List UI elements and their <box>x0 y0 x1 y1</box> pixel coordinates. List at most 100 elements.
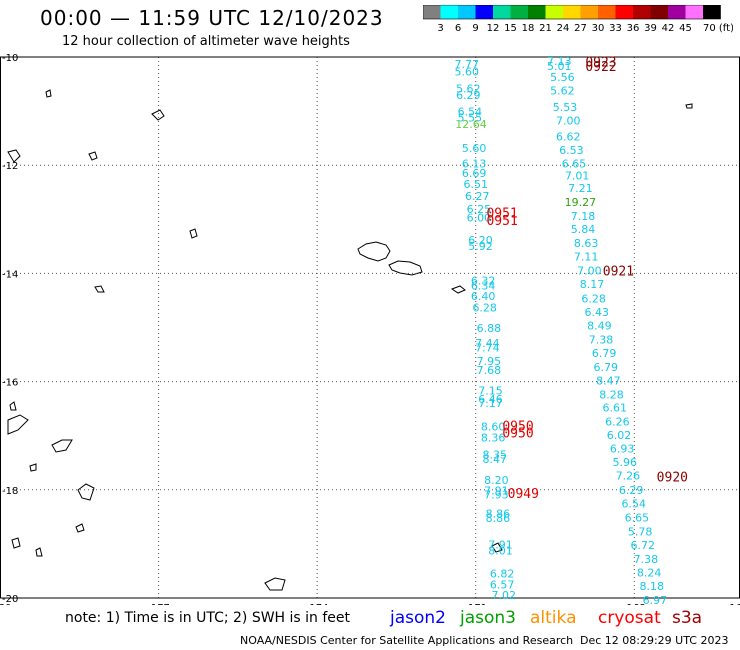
legend-satellite-altika: altika <box>530 608 577 628</box>
track-right-swh-label: 7.21 <box>568 182 593 195</box>
track-right-swh-label: 7.13 <box>547 55 572 68</box>
island-outline <box>491 542 503 553</box>
pass-time-label: 0921 <box>603 265 634 280</box>
track-right-swh-label: 6.62 <box>556 131 581 144</box>
wave-height-map: -180 -177 -174 -171 -168 -16 -10 -12 -14 -16 -18 -2… <box>0 53 740 605</box>
colorbar-tick-label: 15 <box>504 23 517 34</box>
island-outline <box>77 483 95 501</box>
colorbar-tick-label: 33 <box>609 23 622 34</box>
track-right-swh-label: 7.11 <box>574 251 599 264</box>
pass-time-label: 0920 <box>657 470 688 485</box>
track-right-swh-label: 6.79 <box>592 347 617 360</box>
track-right-swh-label: 8.63 <box>574 237 599 250</box>
track-left-swh-label: 5.92 <box>468 240 493 253</box>
track-left-swh-label: 5.60 <box>462 142 487 155</box>
track-left-swh-label: 6.51 <box>463 178 488 191</box>
latitude-tick-label: -18 <box>2 486 18 497</box>
land-outlines <box>7 89 693 591</box>
colorbar-swatch <box>563 5 581 19</box>
map-title: 00:00 — 11:59 UTC 12/10/2023 <box>40 6 384 30</box>
colorbar-swatch <box>650 5 668 19</box>
track-right-swh-label: 5.84 <box>571 223 596 236</box>
colorbar-swatch <box>580 5 598 19</box>
colorbar-swatch <box>440 5 458 19</box>
island-outline <box>45 89 52 98</box>
track-left-swh-label: 7.77 <box>454 58 479 71</box>
track-right-swh-label: 5.62 <box>550 85 575 98</box>
track-right-swh-label: 6.54 <box>622 497 647 510</box>
track-left-swh-label: 6.13 <box>462 158 487 171</box>
colorbar-swatch <box>510 5 528 19</box>
altimeter-tracks: 7.775.605.626.296.545.5512.645.606.136.6… <box>454 55 667 605</box>
colorbar-tick-label: 18 <box>522 23 535 34</box>
track-left-swh-label: 7.15 <box>478 384 503 397</box>
island-outline <box>94 285 105 293</box>
island-outline <box>151 109 165 121</box>
track-left-swh-label: 5.62 <box>456 82 481 95</box>
island-outline <box>189 228 198 239</box>
island-outline <box>29 463 37 472</box>
island-outline <box>75 523 85 533</box>
latitude-tick-label: -20 <box>2 594 18 605</box>
track-right-swh-label: 7.01 <box>565 169 590 182</box>
colorbar-tick-label: 12 <box>487 23 500 34</box>
track-left-swh-label: 7.68 <box>477 364 502 377</box>
track-right-swh-label: 7.00 <box>556 114 581 127</box>
track-right-swh-label: 7.38 <box>589 333 614 346</box>
track-right-swh-label: 6.65 <box>562 158 587 171</box>
track-right-swh-label: 6.43 <box>585 306 610 319</box>
pass-time-label: 0922 <box>585 60 616 75</box>
pass-time-label: 0949 <box>508 487 539 502</box>
track-left-swh-label: 8.86 <box>486 512 511 525</box>
track-right-swh-label: 5.01 <box>547 60 572 73</box>
track-right-swh-label: 8.47 <box>596 375 621 388</box>
colorbar-swatch <box>493 5 511 19</box>
colorbar-tick-label: 30 <box>592 23 605 34</box>
legend-satellite-jason2: jason2 <box>390 608 446 628</box>
longitude-tick-label: -16 <box>726 603 740 605</box>
track-right-swh-label: 6.29 <box>619 484 644 497</box>
colorbar-tick-label: 45 <box>679 23 692 34</box>
longitude-tick-label: -180 <box>0 603 11 605</box>
latitude-tick-label: -10 <box>2 53 18 64</box>
track-right-swh-label: 6.26 <box>605 416 630 429</box>
legend-satellite-jason3: jason3 <box>460 608 516 628</box>
data-source: NOAA/NESDIS Center for Satellite Applica… <box>240 634 574 647</box>
legend-satellite-s3a: s3a <box>672 608 703 628</box>
colorbar-swatch <box>598 5 616 19</box>
colorbar-swatch <box>615 5 633 19</box>
track-left-swh-label: 6.34 <box>471 279 496 292</box>
longitude-tick-label: -177 <box>147 603 170 605</box>
colorbar-tick-label: 36 <box>627 23 640 34</box>
units-note: note: 1) Time is in UTC; 2) SWH is in fe… <box>65 610 351 626</box>
track-left-swh-label: 5.60 <box>454 66 479 79</box>
track-left-swh-label: 8.47 <box>482 453 507 466</box>
track-right-swh-label: 5.53 <box>553 101 578 114</box>
island-outline <box>7 149 21 163</box>
track-left-swh-label: 6.20 <box>468 234 493 247</box>
latitude-tick-label: -16 <box>2 378 18 389</box>
island-outline <box>51 439 73 453</box>
legend-satellite-cryosat: cryosat <box>598 608 661 628</box>
track-right-swh-label: 6.28 <box>581 292 606 305</box>
track-right-swh-label: 7.18 <box>571 210 596 223</box>
track-right-swh-label: 7.38 <box>634 553 659 566</box>
track-left-swh-label: 6.46 <box>478 393 503 406</box>
colorbar-swatch <box>668 5 686 19</box>
colorbar-swatch <box>703 5 721 19</box>
colorbar-tick-label: 24 <box>557 23 570 34</box>
track-left-swh-label: 8.86 <box>486 508 511 521</box>
track-right-swh-label: 5.96 <box>613 456 638 469</box>
track-left-swh-label: 6.69 <box>462 167 487 180</box>
pass-time-label: 0951 <box>486 206 517 221</box>
colorbar-swatch <box>475 5 493 19</box>
colorbar-tick-label: 70 (ft) <box>703 23 733 34</box>
colorbar-tick-label: 39 <box>644 23 657 34</box>
latitude-tick-label: -12 <box>2 161 18 172</box>
latitude-tick-label: -14 <box>2 269 18 280</box>
lat-lon-grid <box>0 57 740 598</box>
colorbar-tick-label: 3 <box>437 23 443 34</box>
pass-time-label: 0923 <box>585 55 616 70</box>
track-right-swh-label: 6.93 <box>610 443 635 456</box>
track-right-swh-label: 6.61 <box>602 402 627 415</box>
